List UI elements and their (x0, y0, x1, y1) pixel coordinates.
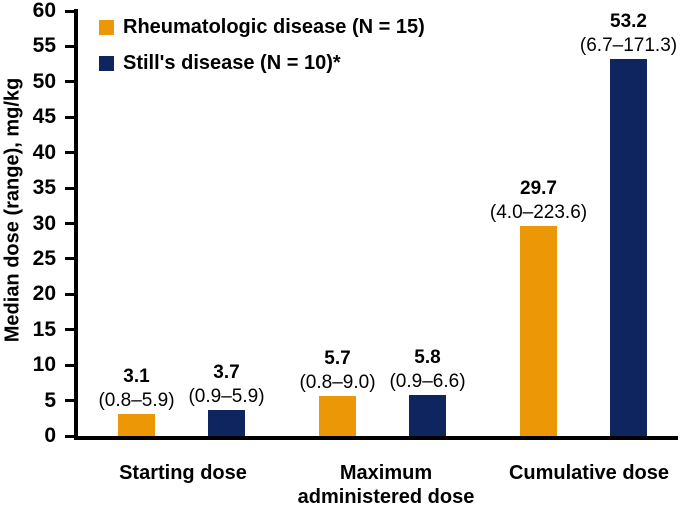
y-tick-label-50: 50 (32, 69, 56, 93)
median-value: 5.8 (414, 346, 441, 368)
median-value: 53.2 (610, 11, 647, 33)
legend-item-rheumatologic: Rheumatologic disease (N = 15) (99, 16, 425, 39)
range-value: (0.9–6.6) (389, 370, 466, 392)
y-tick-mark-55 (65, 44, 74, 48)
bar-series0-cumulative-dose (520, 225, 557, 436)
y-tick-mark-50 (65, 80, 74, 84)
bar-value-label-series1-cat1: 5.8 (0.9–6.6) (353, 345, 503, 393)
y-tick-mark-10 (65, 363, 74, 367)
y-tick-label-35: 35 (32, 176, 56, 200)
median-value: 3.1 (123, 366, 150, 388)
y-tick-label-30: 30 (32, 211, 56, 235)
y-tick-label-60: 60 (32, 0, 56, 22)
bar-series0-maximum-administered-dose (319, 395, 356, 436)
y-tick-label-25: 25 (32, 246, 56, 270)
y-tick-mark-45 (65, 115, 74, 119)
y-tick-mark-0 (65, 434, 74, 438)
bar-series0-starting-dose (118, 414, 155, 436)
y-tick-mark-60 (65, 9, 74, 13)
y-tick-label-55: 55 (32, 34, 56, 58)
y-tick-mark-15 (65, 328, 74, 332)
bar-series1-cumulative-dose (610, 59, 647, 436)
x-axis-label-cumulative-dose: Cumulative dose (508, 462, 670, 484)
y-tick-mark-25 (65, 257, 74, 261)
y-tick-mark-20 (65, 292, 74, 296)
bar-value-label-series0-cat0: 3.1 (0.8–5.9) (62, 364, 212, 412)
range-value: (0.8–9.0) (299, 371, 376, 393)
y-tick-mark-5 (65, 399, 74, 403)
legend: Rheumatologic disease (N = 15) Still's d… (99, 16, 425, 88)
legend-item-stills: Still's disease (N = 10)* (99, 52, 425, 75)
range-value: (0.8–5.9) (98, 390, 175, 412)
bar-value-label-series1-cat2: 53.2 (6.7–171.3) (554, 9, 685, 57)
y-tick-mark-30 (65, 222, 74, 225)
y-tick-mark-40 (65, 151, 74, 155)
y-axis-line (74, 9, 78, 440)
y-tick-mark-35 (65, 186, 74, 190)
bar-value-label-series1-cat0: 3.7 (0.9–5.9) (152, 360, 302, 408)
bar-series1-maximum-administered-dose (409, 394, 446, 436)
legend-label-stills: Still's disease (N = 10)* (123, 52, 341, 74)
y-tick-label-45: 45 (32, 105, 56, 129)
x-axis-line (74, 436, 678, 440)
legend-swatch-stills (99, 56, 114, 71)
bar-value-label-series0-cat1: 5.7 (0.8–9.0) (263, 346, 413, 394)
x-axis-label-maximum-administered-dose: Maximum administered dose (297, 462, 475, 505)
range-value: (6.7–171.3) (579, 35, 678, 57)
y-tick-label-0: 0 (44, 424, 56, 447)
median-value: 29.7 (520, 177, 557, 199)
y-tick-label-40: 40 (32, 140, 56, 164)
range-value: (4.0–223.6) (489, 201, 588, 223)
median-value: 3.7 (213, 361, 240, 383)
x-axis-label-starting-dose: Starting dose (119, 462, 247, 484)
y-tick-label-20: 20 (32, 282, 56, 306)
bar-value-label-series0-cat2: 29.7 (4.0–223.6) (464, 176, 614, 224)
y-tick-label-5: 5 (44, 388, 56, 412)
bar-series1-starting-dose (208, 409, 245, 436)
legend-label-rheumatologic: Rheumatologic disease (N = 15) (123, 16, 425, 38)
median-value: 5.7 (324, 347, 351, 369)
y-tick-label-10: 10 (32, 353, 56, 377)
legend-swatch-rheumatologic (99, 20, 114, 35)
y-tick-label-15: 15 (32, 317, 56, 341)
range-value: (0.9–5.9) (188, 385, 265, 407)
